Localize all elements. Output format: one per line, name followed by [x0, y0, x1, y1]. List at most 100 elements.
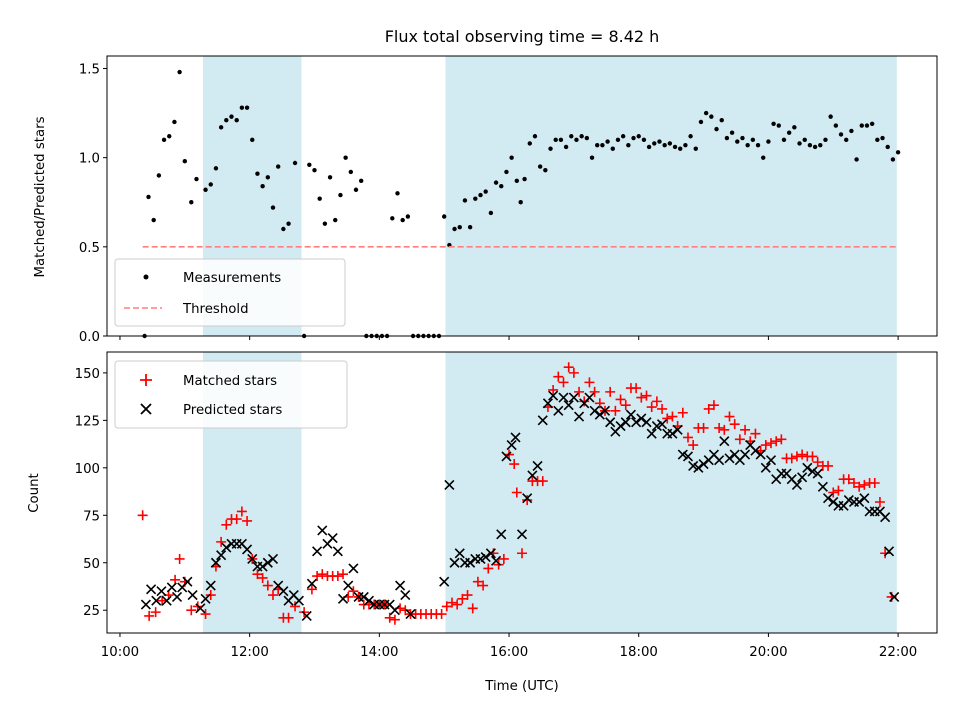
matched-star-point	[400, 605, 411, 616]
measurement-point	[740, 135, 745, 141]
measurement-point	[636, 134, 641, 139]
matched-star-point	[389, 614, 400, 625]
measurement-point	[724, 135, 730, 141]
measurement-point	[703, 110, 709, 116]
matched-star-point	[646, 402, 657, 413]
matched-star-point	[262, 580, 273, 591]
measurement-point	[218, 125, 224, 130]
predicted-star-point	[146, 584, 157, 595]
measurement-point	[693, 146, 698, 151]
bottom-y-axis-label: Count	[27, 473, 42, 513]
predicted-star-point	[337, 593, 349, 604]
matched-star-point	[537, 476, 548, 487]
matched-star-point	[812, 457, 823, 468]
matched-star-point	[688, 440, 699, 451]
measurement-point	[405, 214, 411, 219]
matched-star-point	[338, 569, 349, 580]
predicted-star-point	[828, 496, 839, 508]
predicted-star-point	[854, 496, 865, 508]
bottom-y-tick-label: 150	[75, 367, 100, 382]
measurement-point	[488, 210, 494, 216]
measurement-point	[203, 187, 208, 192]
bottom-legend: Matched stars Predicted stars	[114, 360, 348, 429]
matched-star-point	[462, 590, 473, 601]
measurement-point	[348, 169, 354, 175]
predicted-star-point	[501, 451, 512, 462]
matched-star-point	[568, 367, 579, 378]
predicted-star-point	[553, 405, 564, 416]
predicted-star-point	[802, 462, 813, 473]
legend-predicted-label: Predicted stars	[183, 403, 282, 418]
measurement-point	[292, 160, 298, 166]
predicted-star-point	[522, 493, 533, 504]
measurement-point	[483, 189, 488, 194]
matched-star-point	[776, 434, 787, 445]
measurement-point	[776, 123, 781, 128]
predicted-star-point	[395, 580, 406, 591]
bottom-y-tick-label: 50	[83, 557, 100, 572]
measurement-point	[807, 142, 813, 148]
matched-star-point	[299, 607, 310, 618]
matched-star-point	[574, 386, 585, 397]
measurement-point	[600, 142, 605, 148]
measurement-point	[286, 221, 291, 226]
predicted-star-point	[400, 589, 411, 601]
predicted-star-point	[568, 392, 579, 403]
predicted-star-point	[156, 586, 167, 597]
predicted-star-point	[822, 493, 834, 504]
measurement-point	[849, 128, 854, 134]
measurement-point	[626, 142, 631, 148]
matched-star-point	[252, 569, 263, 580]
predicted-star-point	[537, 415, 548, 426]
measurement-point	[750, 137, 756, 143]
measurement-point	[729, 130, 735, 135]
predicted-star-point	[140, 599, 151, 610]
measurement-point	[499, 183, 504, 189]
matched-star-point	[242, 515, 253, 526]
matched-star-point	[522, 495, 533, 506]
measurement-point	[543, 167, 548, 173]
top-y-tick-label: 0.0	[79, 330, 100, 345]
predicted-star-point	[739, 449, 751, 460]
x-tick-label: 22:00	[879, 645, 917, 660]
measurement-point	[317, 196, 322, 201]
matched-star-point	[771, 436, 782, 447]
predicted-star-point	[889, 591, 900, 602]
measurement-point	[172, 119, 177, 125]
matched-star-point	[144, 610, 155, 621]
measurement-point	[854, 157, 859, 162]
bottom-y-tick-label: 75	[83, 509, 100, 524]
measurement-point	[719, 118, 724, 123]
predicted-star-point	[327, 533, 338, 544]
predicted-star-point	[620, 417, 631, 428]
measurement-point	[478, 192, 483, 198]
matched-star-point	[791, 451, 802, 462]
predicted-star-point	[765, 455, 777, 466]
predicted-star-point	[389, 605, 400, 616]
matched-star-point	[703, 403, 714, 414]
matched-star-point	[493, 559, 504, 570]
measurement-point	[672, 144, 678, 150]
matched-star-point	[231, 514, 242, 525]
matched-star-point	[498, 553, 509, 564]
matched-star-point	[558, 377, 569, 388]
predicted-star-point	[151, 595, 162, 606]
measurement-point	[812, 144, 818, 150]
top-y-tick-label: 1.5	[79, 62, 100, 77]
predicted-star-point	[714, 455, 725, 466]
matched-star-point	[657, 403, 668, 414]
predicted-star-point	[216, 550, 227, 561]
measurement-point	[678, 146, 683, 151]
legend-measurements-label: Measurements	[183, 271, 281, 286]
measurement-point	[343, 155, 348, 160]
predicted-star-point	[589, 405, 600, 416]
x-tick-label: 12:00	[230, 645, 268, 660]
top-legend-box	[114, 258, 346, 327]
measurement-point	[864, 123, 870, 128]
matched-star-point	[708, 400, 719, 411]
matched-star-point	[436, 609, 447, 620]
predicted-star-point	[257, 561, 268, 572]
bottom-legend-box	[114, 360, 348, 429]
predicted-star-point	[672, 424, 683, 435]
